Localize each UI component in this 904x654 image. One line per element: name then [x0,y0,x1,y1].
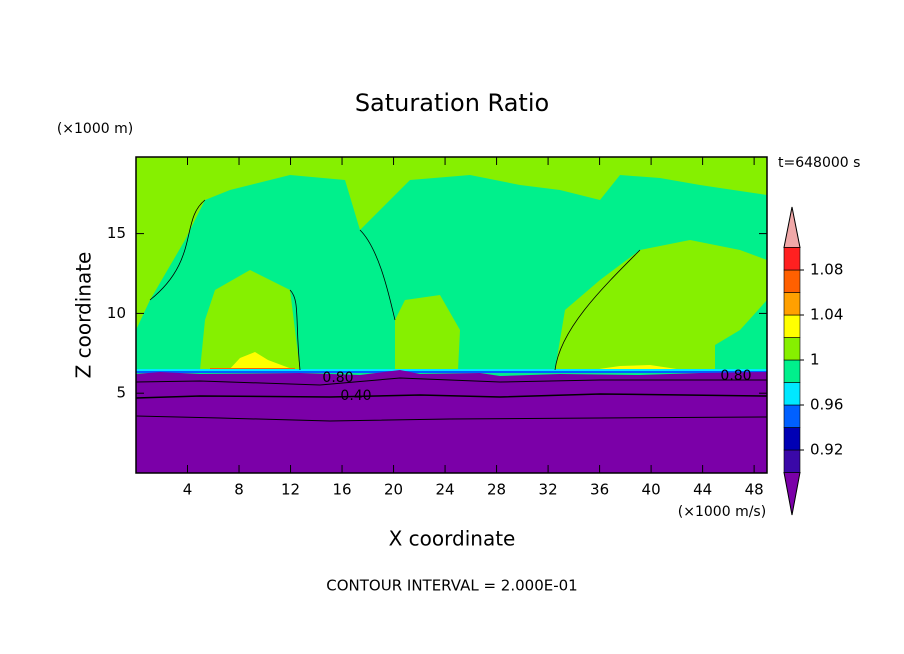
contour-fill [136,157,767,330]
contour-line [136,415,767,422]
x-tick-label: 40 [642,481,661,499]
contour-fill [395,295,460,370]
contour-fill [136,371,767,373]
contour-fill [136,370,767,473]
colorbar-band [783,314,801,338]
contour-line [136,393,767,399]
colorbar-band [783,292,801,316]
x-tick-label: 12 [281,481,300,499]
x-tick-label: 32 [539,481,558,499]
colorbar-tick-label: 1.08 [810,261,843,279]
contour-line [149,199,641,371]
time-label: t=648000 s [778,155,860,171]
y-axis-label: Z coordinate [72,252,96,379]
x-tick-label: 24 [436,481,455,499]
x-tick-label: 8 [234,481,244,499]
y-tick-label: 15 [107,224,126,242]
contour-line [136,377,767,386]
contour-label: 0.80 [322,370,353,386]
contour-field [136,157,767,473]
contour-label: 0.80 [720,368,751,384]
colorbar-band [783,449,801,473]
colorbar-tick-label: 1.04 [810,306,843,324]
contour-label: 0.40 [340,388,371,404]
x-tick-label: 48 [745,481,764,499]
contour-fill [555,240,767,370]
colorbar-band [783,382,801,406]
x-tick-label: 44 [693,481,712,499]
y-tick-label: 5 [116,384,126,402]
x-unit: (×1000 m/s) [678,504,766,520]
x-tick-label: 28 [487,481,506,499]
colorbar-extend [783,206,801,248]
x-tick-label: 16 [332,481,351,499]
x-tick-label: 4 [183,481,193,499]
colorbar-band [783,247,801,271]
contour-fill [200,270,300,370]
colorbar-band [783,337,801,361]
colorbar-tick-label: 0.92 [810,441,843,459]
x-tick-label: 20 [384,481,403,499]
colorbar-band [783,359,801,383]
colorbar-tick-label: 1 [810,351,820,369]
y-unit: (×1000 m) [57,121,133,137]
colorbar-band [783,404,801,428]
colorbar-band [783,427,801,451]
contour-fill [228,352,292,371]
footer: CONTOUR INTERVAL = 2.000E-01 [326,577,577,595]
colorbar-extend [783,472,801,516]
chart-title: Saturation Ratio [355,89,549,117]
x-tick-label: 36 [590,481,609,499]
colorbar-tick-label: 0.96 [810,396,843,414]
colorbar-band [783,269,801,293]
y-tick-label: 10 [107,304,126,322]
plot-frame [135,156,768,474]
x-axis-label: X coordinate [389,527,516,551]
